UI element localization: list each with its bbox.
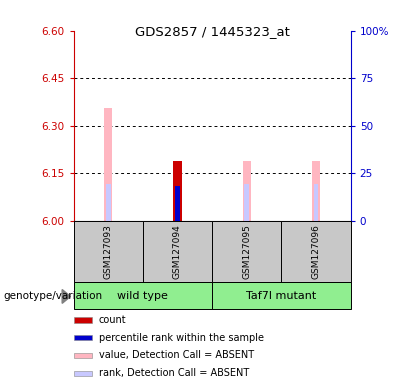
Text: count: count [99, 315, 126, 325]
Bar [74, 317, 92, 323]
Text: rank, Detection Call = ABSENT: rank, Detection Call = ABSENT [99, 368, 249, 378]
Text: GSM127094: GSM127094 [173, 224, 182, 279]
Bar [74, 353, 92, 358]
Bar [74, 335, 92, 340]
Bar [212, 282, 351, 309]
Polygon shape [62, 290, 71, 303]
Bar [281, 221, 351, 282]
Bar [244, 184, 249, 221]
Text: value, Detection Call = ABSENT: value, Detection Call = ABSENT [99, 351, 254, 361]
Bar [143, 221, 212, 282]
Text: GSM127096: GSM127096 [312, 224, 320, 279]
Text: genotype/variation: genotype/variation [3, 291, 102, 301]
Bar [243, 161, 251, 221]
Bar [104, 108, 112, 221]
Bar [74, 221, 143, 282]
Bar [212, 221, 281, 282]
Text: wild type: wild type [117, 291, 168, 301]
Bar [74, 371, 92, 376]
Bar [175, 186, 180, 221]
Text: percentile rank within the sample: percentile rank within the sample [99, 333, 264, 343]
Text: GSM127093: GSM127093 [104, 224, 113, 279]
Text: Taf7l mutant: Taf7l mutant [246, 291, 317, 301]
Bar [312, 161, 320, 221]
Text: GSM127095: GSM127095 [242, 224, 251, 279]
Bar [173, 161, 181, 221]
Text: GDS2857 / 1445323_at: GDS2857 / 1445323_at [135, 25, 289, 38]
Bar [314, 184, 318, 221]
Bar [106, 184, 110, 221]
Bar [74, 282, 212, 309]
